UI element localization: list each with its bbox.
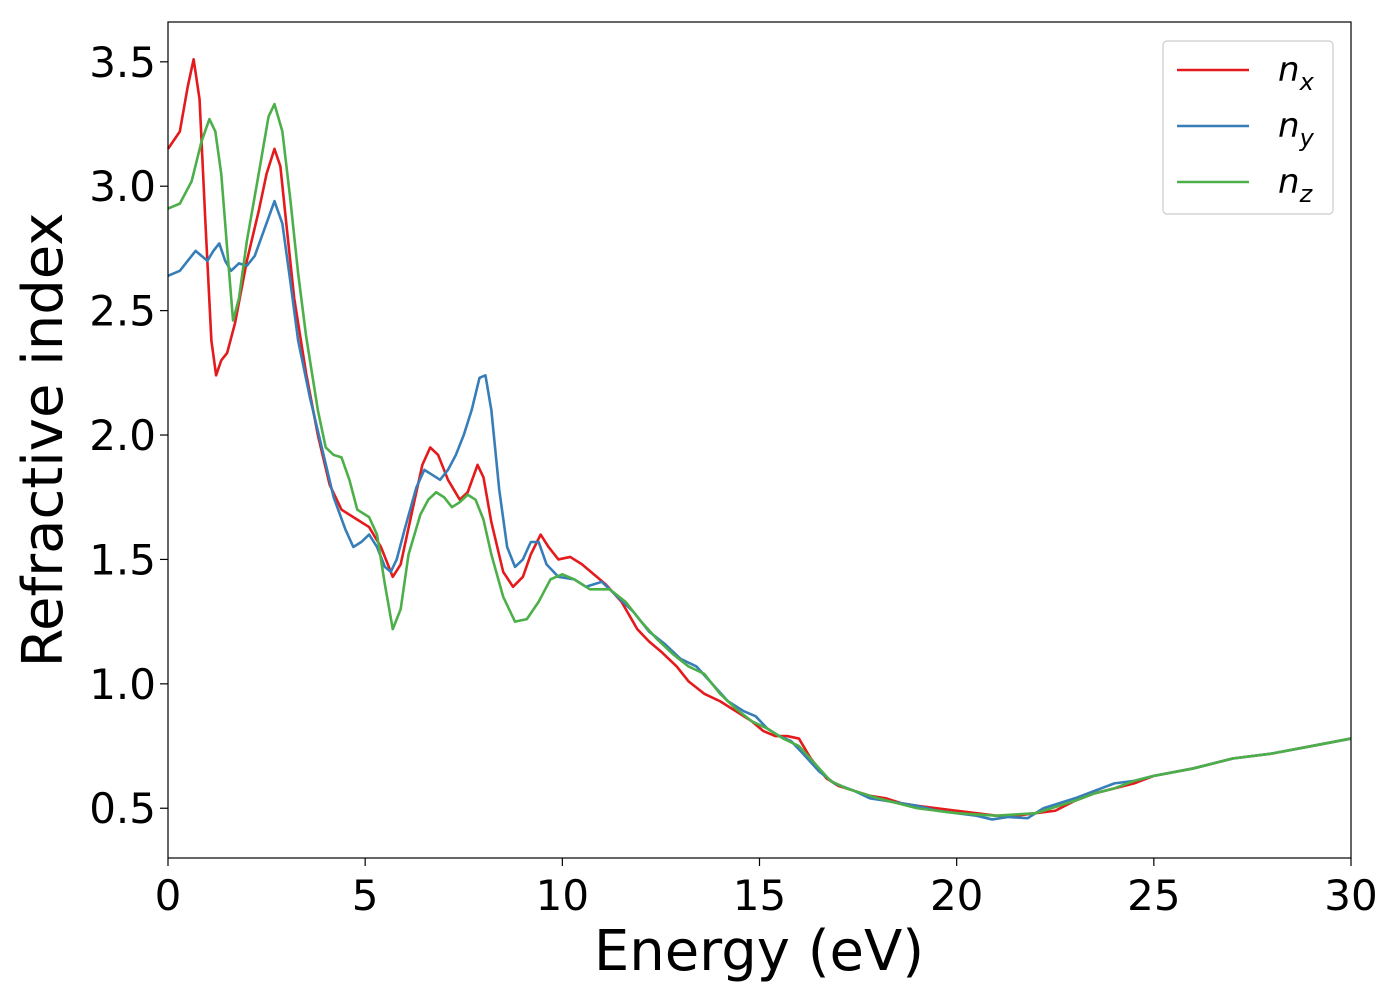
legend-box bbox=[1162, 40, 1334, 215]
y-tick-label: 0.5 bbox=[89, 784, 156, 833]
x-axis: 0 5 10 15 20 25 30 bbox=[155, 858, 1378, 920]
y-tick-label: 1.5 bbox=[89, 535, 156, 584]
y-tick-label: 1.0 bbox=[89, 660, 156, 709]
x-tick-label: 5 bbox=[352, 871, 379, 920]
y-tick-label: 2.0 bbox=[89, 411, 156, 460]
y-tick-label: 3.5 bbox=[89, 38, 156, 87]
y-tick-label: 3.0 bbox=[89, 162, 156, 211]
x-tick-label: 30 bbox=[1324, 871, 1377, 920]
x-tick-label: 15 bbox=[733, 871, 786, 920]
series-line-z bbox=[167, 102, 1352, 817]
y-axis-title: Refractive index bbox=[11, 213, 76, 668]
y-axis: 0.5 1.0 1.5 2.0 2.5 3.0 3.5 bbox=[89, 38, 168, 833]
legend-label-z: nz bbox=[1278, 162, 1314, 208]
series-line-x bbox=[166, 58, 1352, 817]
series-layer bbox=[166, 58, 1352, 821]
x-tick-label: 0 bbox=[155, 871, 182, 920]
y-tick-label: 2.5 bbox=[89, 287, 156, 336]
x-tick-label: 20 bbox=[930, 871, 983, 920]
x-axis-title: Energy (eV) bbox=[594, 919, 924, 984]
x-tick-label: 10 bbox=[536, 871, 589, 920]
x-tick-label: 25 bbox=[1127, 871, 1180, 920]
